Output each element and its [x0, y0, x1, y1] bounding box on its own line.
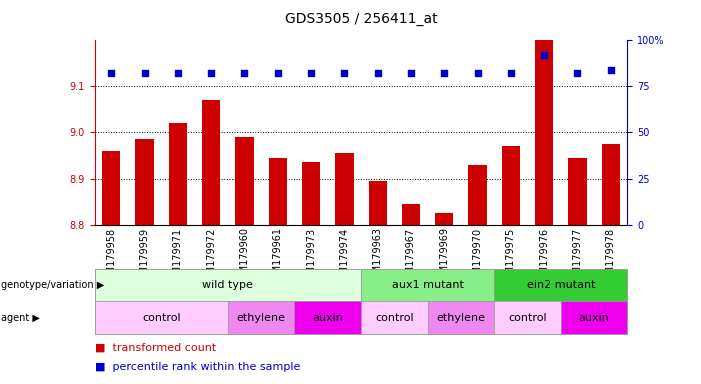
Point — [538, 52, 550, 58]
Text: ■  transformed count: ■ transformed count — [95, 343, 216, 353]
Point — [306, 70, 317, 76]
Text: control: control — [508, 313, 547, 323]
Bar — [569, 158, 587, 225]
Text: aux1 mutant: aux1 mutant — [392, 280, 463, 290]
Point — [572, 70, 583, 76]
Point — [439, 70, 450, 76]
Bar — [135, 139, 154, 225]
Bar — [169, 123, 187, 225]
Bar — [468, 165, 486, 225]
Bar — [502, 146, 520, 225]
Bar — [335, 153, 353, 225]
Point — [405, 70, 416, 76]
Point — [172, 70, 184, 76]
Text: auxin: auxin — [312, 313, 343, 323]
Text: agent ▶: agent ▶ — [1, 313, 40, 323]
Bar — [535, 40, 553, 225]
Text: ■  percentile rank within the sample: ■ percentile rank within the sample — [95, 362, 300, 372]
Point — [239, 70, 250, 76]
Point — [205, 70, 217, 76]
Point — [139, 70, 150, 76]
Bar — [402, 204, 420, 225]
Bar — [202, 100, 220, 225]
Point — [605, 67, 616, 73]
Text: auxin: auxin — [578, 313, 610, 323]
Text: wild type: wild type — [203, 280, 253, 290]
Bar — [601, 144, 620, 225]
Text: control: control — [375, 313, 414, 323]
Bar — [268, 158, 287, 225]
Point — [106, 70, 117, 76]
Point — [272, 70, 283, 76]
Bar — [369, 181, 387, 225]
Point — [505, 70, 517, 76]
Point — [339, 70, 350, 76]
Text: genotype/variation ▶: genotype/variation ▶ — [1, 280, 104, 290]
Bar — [302, 162, 320, 225]
Text: GDS3505 / 256411_at: GDS3505 / 256411_at — [285, 12, 437, 25]
Text: ethylene: ethylene — [237, 313, 285, 323]
Point — [372, 70, 383, 76]
Point — [472, 70, 483, 76]
Bar — [435, 213, 454, 225]
Text: ein2 mutant: ein2 mutant — [526, 280, 595, 290]
Text: ethylene: ethylene — [437, 313, 485, 323]
Text: control: control — [142, 313, 181, 323]
Bar — [236, 137, 254, 225]
Bar — [102, 151, 121, 225]
